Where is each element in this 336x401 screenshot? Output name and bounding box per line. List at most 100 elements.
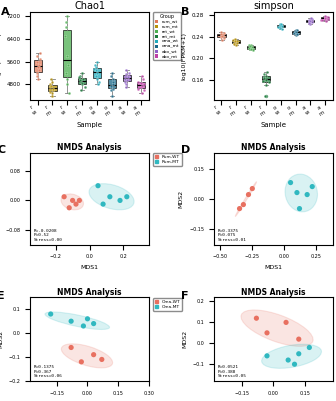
Point (310, 17, 315, 24)
Point (234, 40, 240, 46)
Text: C: C (0, 145, 5, 155)
Point (35, 70, 40, 76)
Point (48, 75, 54, 82)
Point (323, 18, 329, 24)
Point (49, 90, 54, 96)
Point (139, 90, 144, 96)
Point (100, 201, 106, 207)
Point (294, 27, 300, 34)
Point (67, 205, 72, 211)
Point (248, 45, 253, 52)
Point (139, 73, 144, 79)
Point (48, 88, 53, 95)
Ellipse shape (61, 344, 113, 368)
X-axis label: MDS1: MDS1 (264, 265, 282, 270)
Point (111, 85, 116, 92)
Point (62, 33, 68, 39)
Legend: Rum-WT, Rum-MT: Rum-WT, Rum-MT (154, 153, 182, 166)
Ellipse shape (235, 182, 257, 217)
PathPatch shape (262, 76, 270, 82)
Point (79, 87, 84, 93)
Point (99, 356, 104, 363)
Point (308, 15, 313, 21)
Point (91, 320, 96, 327)
PathPatch shape (108, 79, 116, 88)
Point (69, 318, 74, 324)
Point (278, 21, 283, 28)
Point (251, 47, 256, 53)
Point (220, 32, 225, 38)
Point (65, 53, 70, 59)
Point (81, 323, 86, 329)
Point (278, 23, 284, 29)
Text: E: E (0, 291, 5, 301)
Text: R=0.1375
P=0.367
Stress=0.06: R=0.1375 P=0.367 Stress=0.06 (34, 365, 63, 379)
Point (286, 357, 291, 363)
Point (93, 67, 98, 73)
Text: A: A (1, 7, 9, 17)
Point (276, 24, 281, 30)
Point (279, 21, 284, 27)
Point (307, 19, 313, 25)
Point (70, 197, 75, 204)
Point (65, 61, 71, 68)
Point (109, 83, 114, 89)
Point (283, 319, 289, 326)
Y-axis label: MDS2: MDS2 (0, 330, 3, 348)
Point (218, 30, 223, 37)
Point (233, 37, 238, 43)
Point (77, 74, 82, 81)
Point (248, 46, 253, 53)
Point (77, 197, 82, 204)
Point (248, 43, 253, 49)
Point (294, 189, 300, 196)
Point (141, 81, 146, 88)
Point (248, 45, 253, 51)
Point (49, 79, 54, 85)
Point (264, 69, 270, 75)
PathPatch shape (137, 82, 145, 88)
Point (264, 352, 270, 359)
Point (78, 73, 83, 79)
PathPatch shape (48, 85, 56, 91)
Point (79, 358, 84, 365)
Point (323, 15, 328, 21)
Ellipse shape (61, 194, 84, 210)
Text: B: B (181, 7, 189, 17)
Point (107, 194, 113, 200)
Point (108, 73, 113, 79)
Point (233, 42, 238, 48)
Point (125, 74, 131, 81)
Point (263, 77, 268, 83)
Point (79, 81, 85, 88)
Point (307, 20, 312, 26)
Point (220, 33, 225, 40)
Point (95, 182, 101, 189)
Point (92, 66, 97, 72)
Point (80, 80, 85, 86)
Point (218, 28, 224, 35)
Point (266, 79, 271, 86)
Ellipse shape (45, 312, 110, 330)
Point (307, 20, 312, 27)
Point (50, 85, 56, 92)
Point (47, 84, 52, 91)
Point (220, 31, 225, 37)
PathPatch shape (232, 40, 240, 43)
Point (73, 201, 79, 207)
Text: F: F (181, 291, 188, 301)
PathPatch shape (123, 75, 131, 81)
Point (138, 80, 144, 86)
Title: NMDS Analysis: NMDS Analysis (57, 288, 122, 296)
Title: NMDS Analysis: NMDS Analysis (241, 288, 306, 296)
Point (231, 40, 237, 47)
Text: D: D (181, 145, 190, 155)
Point (292, 361, 297, 367)
Point (250, 185, 255, 192)
Point (292, 28, 298, 34)
Point (124, 81, 129, 88)
Point (61, 194, 67, 200)
Point (69, 344, 74, 351)
Point (96, 79, 101, 85)
Point (218, 32, 224, 39)
